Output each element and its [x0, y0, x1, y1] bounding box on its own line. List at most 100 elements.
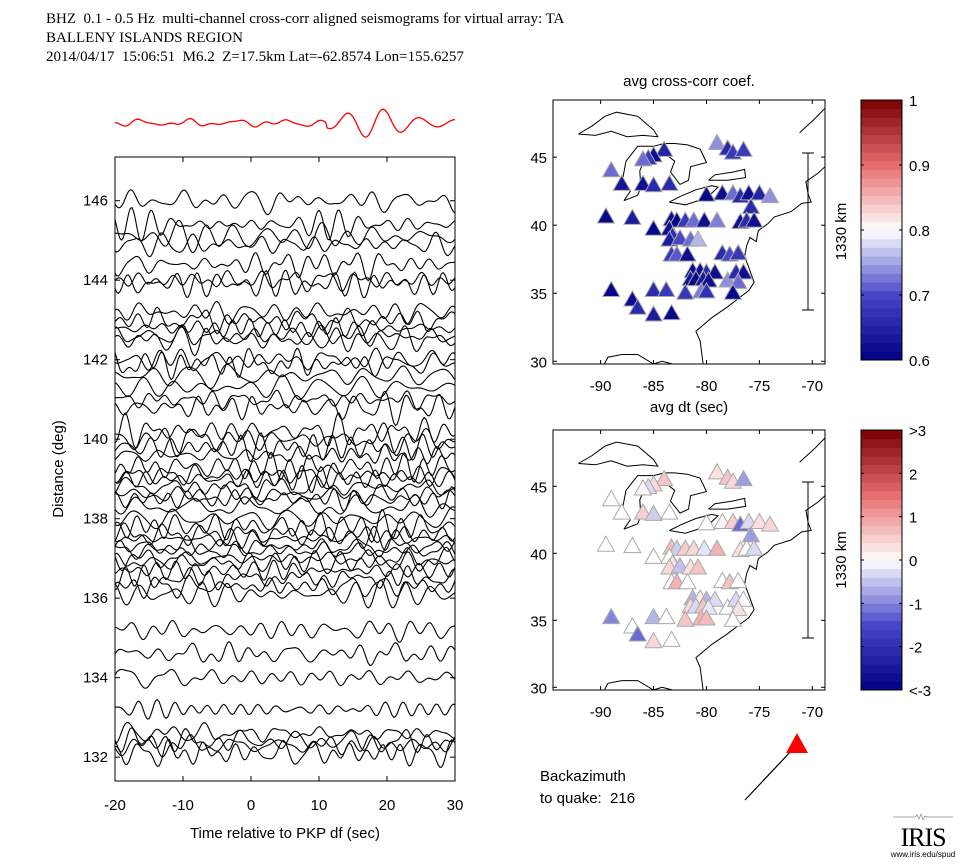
colorbar-segment: [861, 342, 902, 352]
title-line-1: BHZ 0.1 - 0.5 Hz multi-channel cross-cor…: [46, 11, 565, 27]
iris-logo-text: IRIS: [900, 823, 946, 852]
seismogram-trace: [114, 390, 456, 427]
station-marker: [718, 598, 737, 615]
colorbar-segment: [861, 568, 902, 578]
scale-bar-label: 1330 km: [833, 531, 850, 589]
seismogram-trace: [115, 324, 456, 348]
colorbar-segment: [861, 542, 902, 552]
x-tick-label: 10: [311, 797, 328, 814]
station-marker: [723, 610, 743, 627]
colorbar-segment: [861, 664, 902, 674]
scale-bar: [802, 152, 814, 311]
coastline-path: [562, 680, 673, 690]
colorbar-segment: [861, 560, 902, 570]
station-marker: [760, 515, 780, 532]
colorbar-segment: [861, 178, 902, 188]
station-marker: [728, 571, 748, 588]
seismogram-trace: [114, 300, 456, 325]
station-marker: [744, 211, 764, 228]
station-marker: [697, 281, 716, 299]
colorbar-tick-label: 0.8: [909, 223, 930, 240]
colorbar-segment: [861, 612, 902, 622]
colorbar-segment: [861, 655, 902, 665]
seismogram-trace: [114, 546, 456, 572]
seismogram-trace: [114, 522, 456, 547]
dt-map-panel: -90 -85 -80 -75 -70 30 35 40 45 1330 km: [530, 429, 850, 721]
seismogram-trace: [114, 564, 456, 591]
colorbar-segment: [861, 577, 902, 587]
colorbar-segment: [861, 204, 902, 214]
stations-group: [596, 133, 780, 322]
iris-url: www.iris.edu/spud: [890, 850, 956, 859]
seismogram-trace: [114, 540, 456, 560]
coastline-path: [578, 111, 659, 138]
cross-corr-map-panel: avg cross-corr coef. -90 -85 -80 -75 -70 30 35…: [530, 73, 850, 416]
seismogram-trace: [114, 422, 456, 458]
x-tick-label: 30: [447, 797, 464, 814]
seismogram-trace: [114, 412, 456, 449]
station-marker: [694, 539, 714, 556]
station-marker: [723, 283, 743, 300]
station-marker: [741, 525, 761, 543]
station-marker: [596, 207, 616, 224]
station-marker: [718, 270, 737, 288]
station-marker: [697, 513, 716, 531]
station-marker: [644, 631, 663, 649]
station-marker: [744, 539, 764, 556]
colorbar-segment: [861, 230, 902, 240]
colorbar-segment: [861, 490, 902, 500]
colorbar-segment: [861, 447, 902, 457]
colorbar-segment: [861, 273, 902, 283]
station-marker: [633, 503, 653, 520]
station-marker: [728, 243, 748, 261]
coastline-path: [695, 166, 825, 364]
station-marker: [644, 547, 663, 564]
y-tick-label: 146: [83, 193, 108, 210]
y-tick-label: 144: [83, 272, 108, 289]
seismogram-trace: [114, 219, 456, 254]
seismogram-trace: [115, 698, 456, 720]
station-marker: [688, 558, 708, 575]
colorbar-segment: [861, 212, 902, 222]
colorbar-segment: [861, 264, 902, 274]
station-marker: [623, 208, 642, 225]
seismogram-trace: [114, 640, 456, 667]
x-tick-label: -10: [172, 797, 194, 814]
colorbar-segment: [861, 586, 902, 596]
colorbar-segment: [861, 516, 902, 526]
colorbar-segment: [861, 629, 902, 639]
station-marker: [633, 149, 653, 167]
colorbar-segment: [861, 160, 902, 170]
scale-bar-label: 1330 km: [833, 203, 850, 261]
coastline-path: [669, 513, 720, 534]
lon-tick-label: -75: [749, 704, 771, 721]
station-marker: [633, 478, 653, 496]
station-marker: [612, 174, 632, 191]
coastline-path: [669, 185, 720, 206]
seismogram-axes-box: [114, 156, 456, 782]
colorbar-segment: [861, 108, 902, 118]
lat-tick-label: 40: [530, 218, 547, 235]
colorbar-segment: [861, 325, 902, 335]
backazimuth-label-1: Backazimuth: [540, 768, 626, 785]
y-tick-label: 134: [83, 670, 108, 687]
station-marker: [707, 211, 727, 228]
station-marker: [694, 211, 714, 228]
colorbar-segment: [861, 100, 902, 110]
colorbar-segment: [861, 117, 902, 127]
x-tick-label: -20: [104, 797, 126, 814]
station-marker: [628, 625, 648, 642]
colorbar-segment: [861, 334, 902, 344]
colorbar-segment: [861, 238, 902, 248]
colorbar-segment: [861, 534, 902, 544]
seismogram-trace: [114, 464, 456, 494]
seismogram-trace: [114, 306, 456, 335]
colorbar-segment: [861, 594, 902, 604]
seismogram-trace: [114, 579, 456, 609]
seismogram-trace: [114, 486, 456, 512]
colorbar-tick-label: 1: [909, 93, 917, 110]
colorbar-segment: [861, 508, 902, 518]
lon-tick-label: -80: [696, 704, 718, 721]
seismogram-trace: [114, 189, 456, 216]
colorbar-dt: >3 2 1 0 -1 -2 <-3: [860, 423, 931, 700]
